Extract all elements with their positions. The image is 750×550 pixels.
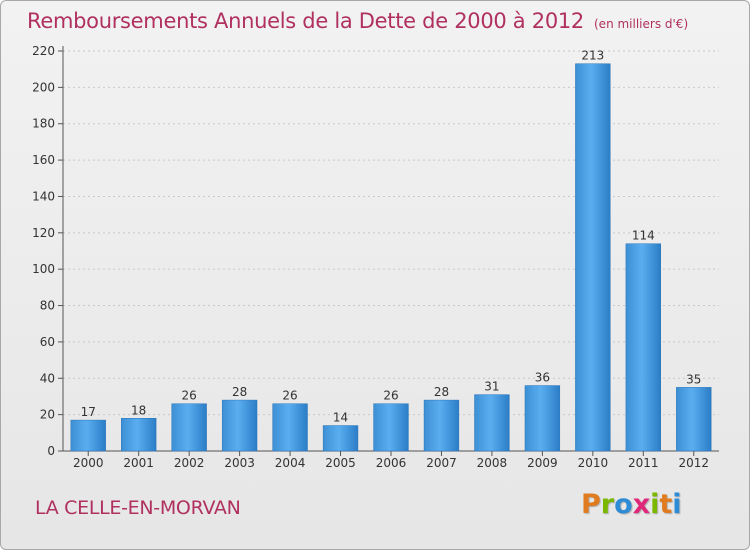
bar-2010 [575, 63, 611, 452]
x-tick-label: 2010 [578, 456, 609, 470]
x-tick-label: 2009 [527, 456, 558, 470]
y-tick-label: 200 [32, 80, 55, 94]
y-tick-label: 60 [40, 335, 55, 349]
bar-2012 [676, 387, 712, 452]
data-label: 28 [232, 385, 247, 399]
x-tick-label: 2000 [73, 456, 104, 470]
x-tick-label: 2003 [224, 456, 255, 470]
logo-letter: x [632, 489, 651, 520]
bar-2006 [373, 403, 409, 452]
bar-2009 [524, 385, 561, 452]
proxiti-logo: Proxiti [581, 489, 682, 520]
y-tick-label: 220 [32, 44, 55, 58]
y-tick-label: 180 [32, 117, 55, 131]
data-label: 17 [81, 405, 96, 419]
x-tick-label: 2005 [325, 456, 356, 470]
commune-name: LA CELLE-EN-MORVAN [35, 497, 241, 519]
x-tick-label: 2008 [477, 456, 508, 470]
logo-letter: o [614, 489, 633, 520]
logo-letter: i [672, 489, 682, 520]
y-tick-label: 160 [32, 153, 55, 167]
logo-letter: t [659, 489, 673, 520]
logo-letter: r [600, 489, 615, 520]
chart-title: Remboursements Annuels de la Dette de 20… [27, 9, 584, 33]
bar-2001 [121, 418, 157, 452]
data-label: 35 [686, 372, 701, 386]
data-label: 26 [182, 389, 197, 403]
bar-2000 [70, 419, 106, 452]
x-tick-label: 2002 [174, 456, 205, 470]
y-tick-label: 140 [32, 189, 55, 203]
bar-2004 [272, 403, 308, 452]
data-label: 18 [131, 403, 146, 417]
x-tick-label: 2001 [123, 456, 154, 470]
y-tick-label: 80 [40, 299, 55, 313]
data-label: 36 [535, 371, 550, 385]
labels: 0 20 40 60 80 100 120 140 160 180 200 220 17 2000 18 20… [32, 44, 709, 470]
chart-title-block: Remboursements Annuels de la Dette de 20… [27, 9, 688, 33]
x-tick-label: 2004 [275, 456, 306, 470]
y-tick-label: 120 [32, 226, 55, 240]
data-label: 114 [632, 229, 655, 243]
bar-2007 [423, 399, 460, 452]
data-label: 26 [282, 389, 297, 403]
x-tick-label: 2006 [376, 456, 407, 470]
x-tick-label: 2007 [426, 456, 457, 470]
logo-letter: i [650, 489, 660, 520]
data-label: 28 [434, 385, 449, 399]
chart-unit: (en milliers d'€) [594, 17, 689, 31]
x-tick-label: 2011 [628, 456, 659, 470]
bars [70, 63, 712, 452]
data-label: 26 [383, 389, 398, 403]
bar-2005 [322, 425, 359, 452]
logo-letter: P [581, 489, 601, 520]
data-label: 213 [581, 49, 604, 63]
bar-2002 [171, 403, 207, 452]
x-tick-label: 2012 [678, 456, 709, 470]
y-tick-label: 0 [47, 444, 55, 458]
y-tick-label: 100 [32, 262, 55, 276]
bar-2003 [221, 399, 258, 452]
y-tick-label: 20 [40, 408, 55, 422]
grid-lines [63, 50, 719, 416]
y-tick-label: 40 [40, 371, 55, 385]
data-label: 31 [484, 380, 499, 394]
bar-2008 [474, 394, 510, 452]
bar-2011 [625, 243, 661, 452]
data-label: 14 [333, 411, 348, 425]
